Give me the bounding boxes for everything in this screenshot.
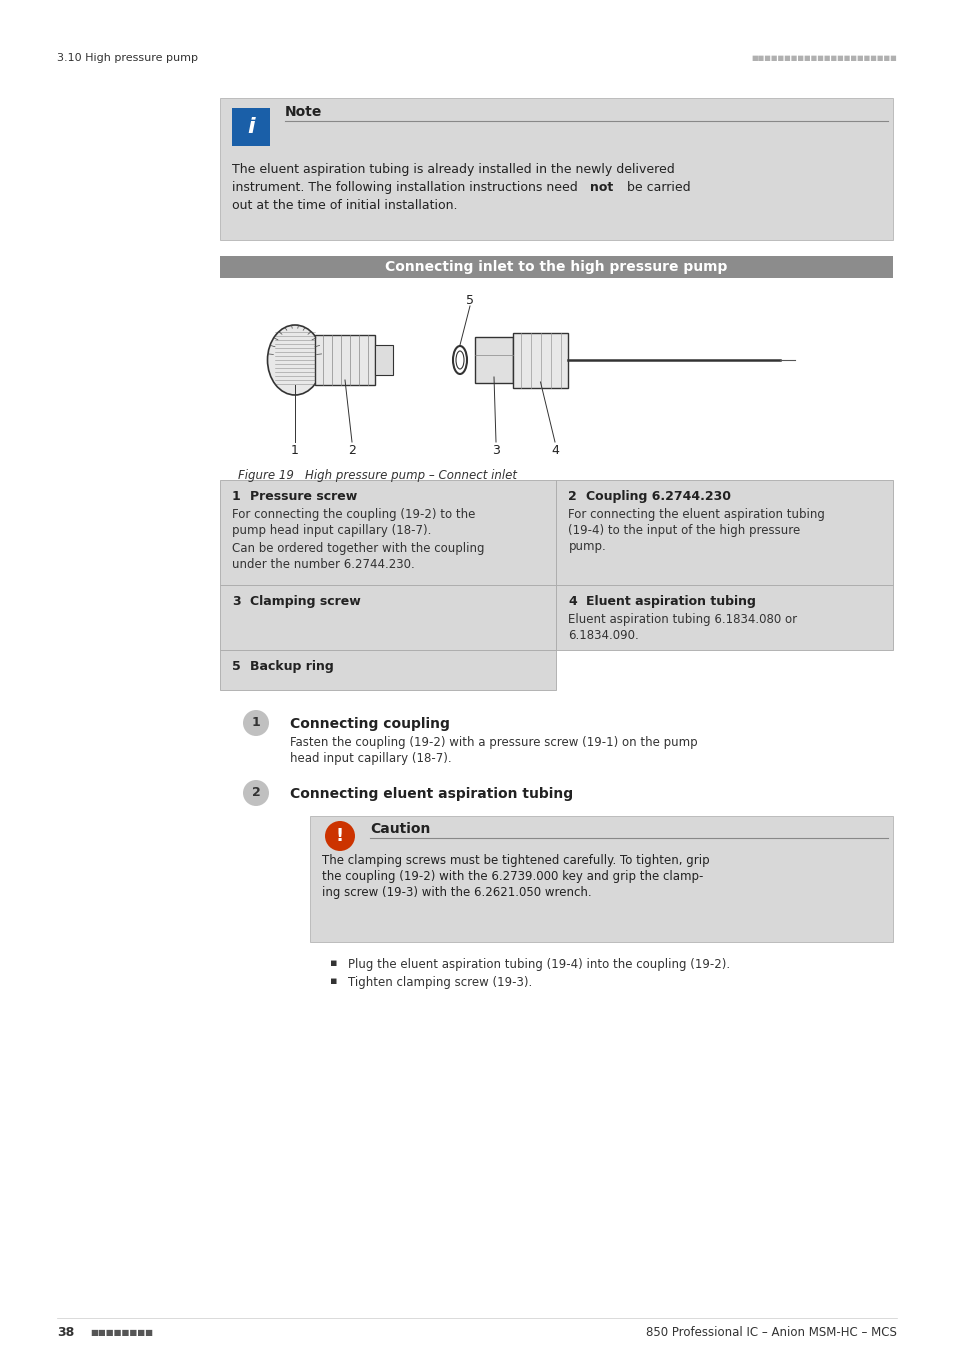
Text: 38: 38 bbox=[57, 1326, 74, 1338]
Text: Figure 19: Figure 19 bbox=[237, 470, 294, 482]
Ellipse shape bbox=[267, 325, 322, 396]
Text: 2: 2 bbox=[252, 787, 260, 799]
Text: be carried: be carried bbox=[622, 181, 690, 194]
Circle shape bbox=[243, 710, 269, 736]
Bar bbox=[220, 481, 556, 585]
Text: 6.1834.090.: 6.1834.090. bbox=[568, 629, 639, 643]
Text: ■■■■■■■■■■■■■■■■■■■■■■: ■■■■■■■■■■■■■■■■■■■■■■ bbox=[750, 55, 896, 61]
Text: ing screw (19-3) with the 6.2621.050 wrench.: ing screw (19-3) with the 6.2621.050 wre… bbox=[322, 886, 591, 899]
Text: out at the time of initial installation.: out at the time of initial installation. bbox=[232, 198, 457, 212]
Text: 2: 2 bbox=[568, 490, 577, 504]
Bar bbox=[220, 256, 892, 278]
Text: For connecting the coupling (19-2) to the: For connecting the coupling (19-2) to th… bbox=[232, 508, 475, 521]
Bar bbox=[220, 649, 556, 690]
Bar bbox=[475, 338, 513, 383]
Text: Tighten clamping screw (19-3).: Tighten clamping screw (19-3). bbox=[348, 976, 532, 990]
Text: Can be ordered together with the coupling: Can be ordered together with the couplin… bbox=[232, 541, 484, 555]
Text: pump.: pump. bbox=[568, 540, 605, 553]
Text: Connecting coupling: Connecting coupling bbox=[290, 717, 450, 730]
Text: The clamping screws must be tightened carefully. To tighten, grip: The clamping screws must be tightened ca… bbox=[322, 855, 709, 867]
Text: 3.10 High pressure pump: 3.10 High pressure pump bbox=[57, 53, 198, 63]
Bar bbox=[310, 815, 892, 942]
Text: 3: 3 bbox=[492, 444, 499, 456]
Circle shape bbox=[325, 821, 355, 850]
Text: Caution: Caution bbox=[370, 822, 430, 836]
Bar bbox=[220, 279, 892, 460]
Text: Coupling 6.2744.230: Coupling 6.2744.230 bbox=[586, 490, 731, 504]
Text: Eluent aspiration tubing: Eluent aspiration tubing bbox=[586, 595, 756, 608]
Text: 850 Professional IC – Anion MSM-HC – MCS: 850 Professional IC – Anion MSM-HC – MCS bbox=[645, 1326, 896, 1338]
Text: Note: Note bbox=[285, 105, 322, 119]
Text: Plug the eluent aspiration tubing (19-4) into the coupling (19-2).: Plug the eluent aspiration tubing (19-4)… bbox=[348, 958, 729, 971]
Text: 1: 1 bbox=[291, 444, 298, 456]
Text: under the number 6.2744.230.: under the number 6.2744.230. bbox=[232, 558, 415, 571]
Text: 2: 2 bbox=[348, 444, 355, 456]
Text: i: i bbox=[247, 117, 254, 136]
Text: head input capillary (18-7).: head input capillary (18-7). bbox=[290, 752, 451, 765]
Text: 5: 5 bbox=[465, 293, 474, 306]
Bar bbox=[232, 108, 270, 146]
Text: 5: 5 bbox=[232, 660, 240, 674]
Text: not: not bbox=[589, 181, 613, 194]
Text: High pressure pump – Connect inlet: High pressure pump – Connect inlet bbox=[305, 470, 517, 482]
Text: 4: 4 bbox=[568, 595, 577, 608]
Text: 1: 1 bbox=[232, 490, 240, 504]
Text: Connecting eluent aspiration tubing: Connecting eluent aspiration tubing bbox=[290, 787, 573, 801]
Text: 1: 1 bbox=[252, 717, 260, 729]
Text: the coupling (19-2) with the 6.2739.000 key and grip the clamp-: the coupling (19-2) with the 6.2739.000 … bbox=[322, 869, 702, 883]
Text: The eluent aspiration tubing is already installed in the newly delivered: The eluent aspiration tubing is already … bbox=[232, 163, 674, 176]
Bar bbox=[513, 333, 567, 387]
Text: !: ! bbox=[335, 828, 344, 845]
Bar bbox=[220, 99, 892, 240]
Text: instrument. The following installation instructions need: instrument. The following installation i… bbox=[232, 181, 581, 194]
Text: Pressure screw: Pressure screw bbox=[250, 490, 356, 504]
Text: ▪: ▪ bbox=[330, 976, 337, 986]
Text: pump head input capillary (18-7).: pump head input capillary (18-7). bbox=[232, 524, 431, 537]
Text: 3: 3 bbox=[232, 595, 240, 608]
Text: ▪: ▪ bbox=[330, 958, 337, 968]
Text: ■■■■■■■■: ■■■■■■■■ bbox=[90, 1327, 152, 1336]
Text: 4: 4 bbox=[551, 444, 558, 456]
Text: Clamping screw: Clamping screw bbox=[250, 595, 360, 608]
Bar bbox=[556, 585, 892, 649]
Circle shape bbox=[243, 780, 269, 806]
Text: Fasten the coupling (19-2) with a pressure screw (19-1) on the pump: Fasten the coupling (19-2) with a pressu… bbox=[290, 736, 697, 749]
Bar bbox=[556, 481, 892, 585]
Text: For connecting the eluent aspiration tubing: For connecting the eluent aspiration tub… bbox=[568, 508, 824, 521]
Text: Connecting inlet to the high pressure pump: Connecting inlet to the high pressure pu… bbox=[385, 261, 727, 274]
Bar bbox=[220, 585, 556, 649]
Text: Backup ring: Backup ring bbox=[250, 660, 334, 674]
Text: Eluent aspiration tubing 6.1834.080 or: Eluent aspiration tubing 6.1834.080 or bbox=[568, 613, 797, 626]
Text: (19-4) to the input of the high pressure: (19-4) to the input of the high pressure bbox=[568, 524, 800, 537]
Bar bbox=[314, 335, 375, 385]
Ellipse shape bbox=[456, 351, 463, 369]
Bar bbox=[375, 346, 393, 375]
